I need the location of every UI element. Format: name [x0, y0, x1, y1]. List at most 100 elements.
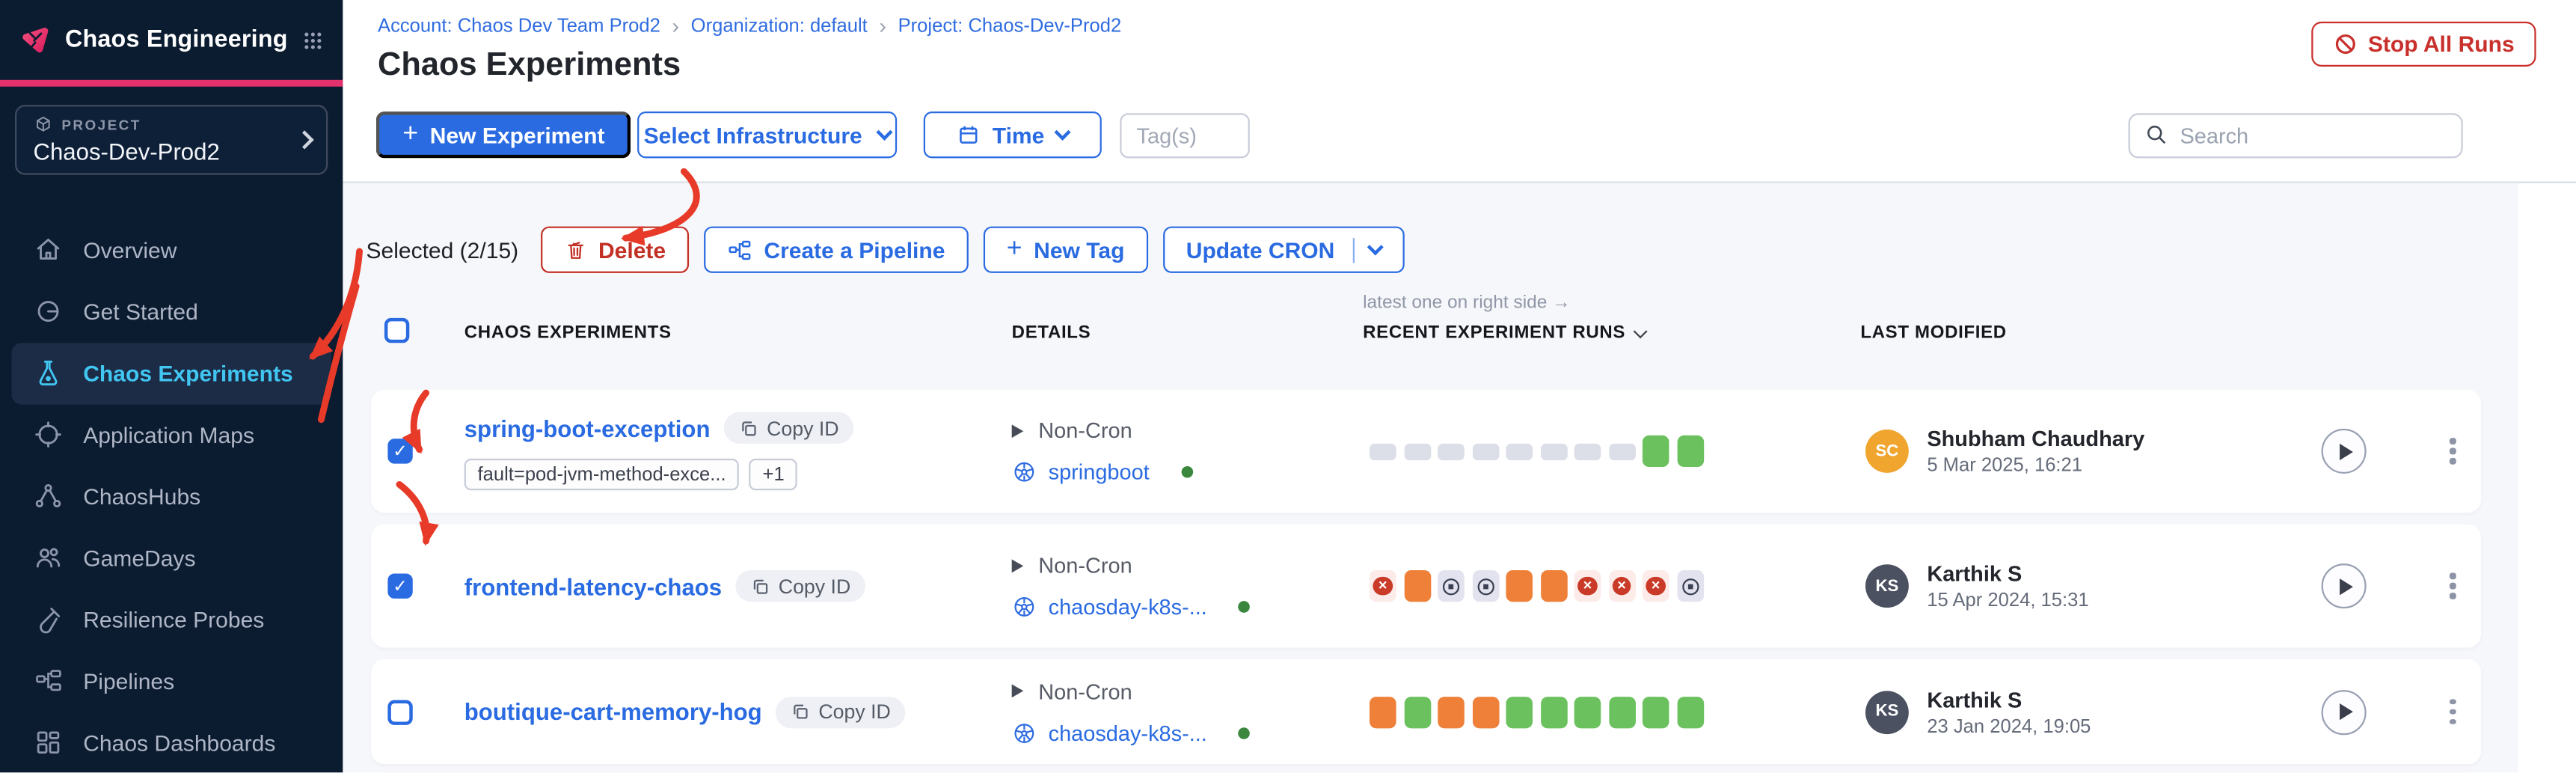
run-status-empty[interactable] — [1370, 442, 1396, 460]
breadcrumb-account-link[interactable]: Account: Chaos Dev Team Prod2 — [378, 16, 660, 37]
stop-all-runs-button[interactable]: Stop All Runs — [2311, 21, 2536, 67]
last-modified-cell: KS Karthik S 15 Apr 2024, 15:31 — [1865, 561, 2089, 611]
update-cron-button[interactable]: Update CRON — [1162, 226, 1405, 273]
row-menu-button[interactable] — [2441, 433, 2465, 469]
copy-id-button[interactable]: Copy ID — [723, 412, 854, 444]
run-status-warning[interactable] — [1370, 695, 1396, 728]
experiment-name-link[interactable]: frontend-latency-chaos — [464, 572, 723, 599]
run-status-warning[interactable] — [1506, 569, 1533, 602]
crosshair-icon — [33, 420, 63, 450]
run-status-stopped[interactable] — [1676, 569, 1704, 602]
divider — [1352, 237, 1355, 263]
select-infrastructure-dropdown[interactable]: Select Infrastructure — [637, 111, 898, 159]
experiment-name-link[interactable]: boutique-cart-memory-hog — [464, 698, 762, 725]
row-menu-button[interactable] — [2441, 694, 2465, 730]
tags-input[interactable] — [1120, 112, 1250, 158]
run-status-failed[interactable]: × — [1642, 569, 1669, 602]
experiment-rows: spring-boot-exception Copy ID fault=pod-… — [371, 389, 2482, 765]
stop-icon — [2335, 34, 2355, 54]
run-status-empty[interactable] — [1608, 442, 1635, 460]
cube-icon — [37, 115, 50, 131]
run-status-stopped[interactable] — [1471, 569, 1499, 602]
column-header-recent-runs[interactable]: RECENT EXPERIMENT RUNS — [1363, 323, 1647, 343]
column-header-last-modified: LAST MODIFIED — [1860, 323, 2007, 343]
infrastructure-link[interactable]: springboot — [1048, 459, 1150, 485]
run-status-passed[interactable] — [1506, 695, 1533, 728]
details-cell: Non-Cron chaosday-k8s-... — [1011, 553, 1251, 620]
run-status-empty[interactable] — [1438, 442, 1465, 460]
sidebar-item-gamedays[interactable]: GameDays — [12, 527, 331, 588]
project-selector[interactable]: PROJECT Chaos-Dev-Prod2 — [15, 104, 328, 174]
sidebar-item-resilience-probes[interactable]: Resilience Probes — [12, 588, 331, 650]
sidebar-item-pipelines[interactable]: Pipelines — [12, 650, 331, 712]
run-status-empty[interactable] — [1471, 442, 1499, 460]
sidebar-item-chaos-dashboards[interactable]: Chaos Dashboards — [12, 712, 331, 773]
delete-button[interactable]: Delete — [540, 226, 690, 273]
sidebar-item-chaos-experiments[interactable]: Chaos Experiments — [11, 342, 331, 404]
brand-underline — [0, 79, 343, 86]
module-grid-icon[interactable] — [303, 24, 323, 55]
run-status-empty[interactable] — [1506, 442, 1533, 460]
sidebar-item-application-maps[interactable]: Application Maps — [12, 404, 331, 465]
run-status-failed[interactable]: × — [1574, 569, 1601, 602]
infra-status-dot — [1180, 465, 1193, 478]
run-status-passed[interactable] — [1540, 695, 1567, 728]
pipeline-icon — [729, 239, 751, 260]
run-status-passed[interactable] — [1676, 695, 1704, 728]
row-menu-button[interactable] — [2441, 568, 2465, 605]
search-input[interactable] — [2180, 122, 2447, 147]
run-status-failed[interactable]: × — [1370, 569, 1396, 602]
time-filter-dropdown[interactable]: Time — [923, 111, 1102, 159]
table-row: spring-boot-exception Copy ID fault=pod-… — [371, 389, 2482, 513]
breadcrumb-project-link[interactable]: Project: Chaos-Dev-Prod2 — [898, 16, 1122, 37]
run-status-warning[interactable] — [1438, 695, 1465, 728]
run-status-warning[interactable] — [1471, 695, 1499, 728]
run-experiment-button[interactable] — [2321, 428, 2367, 474]
run-experiment-button[interactable] — [2321, 689, 2367, 735]
run-status-warning[interactable] — [1540, 569, 1567, 602]
new-experiment-button[interactable]: + New Experiment — [375, 111, 632, 159]
run-status-passed[interactable] — [1642, 695, 1669, 728]
experiment-name-link[interactable]: spring-boot-exception — [464, 414, 711, 442]
run-status-passed[interactable] — [1574, 695, 1601, 728]
row-checkbox[interactable] — [387, 699, 413, 724]
experiment-name-cell: boutique-cart-memory-hog Copy ID — [464, 695, 906, 728]
breadcrumb-organization-link[interactable]: Organization: default — [690, 16, 868, 37]
row-checkbox[interactable] — [387, 439, 413, 464]
run-status-warning[interactable] — [1403, 569, 1431, 602]
new-tag-button[interactable]: + New Tag — [983, 226, 1148, 273]
infrastructure-link[interactable]: chaosday-k8s-... — [1048, 720, 1207, 745]
select-all-checkbox[interactable] — [384, 317, 410, 343]
run-status-empty[interactable] — [1403, 442, 1431, 460]
tag-chip: +1 — [749, 458, 798, 491]
expand-icon[interactable] — [1011, 424, 1024, 438]
run-status-empty[interactable] — [1574, 442, 1601, 460]
run-status-passed[interactable] — [1403, 695, 1431, 728]
expand-icon[interactable] — [1011, 684, 1024, 698]
sidebar-item-overview[interactable]: Overview — [12, 219, 331, 281]
run-status-empty[interactable] — [1540, 442, 1567, 460]
sidebar-item-get-started[interactable]: Get Started — [12, 281, 331, 342]
run-status-passed[interactable] — [1642, 435, 1669, 468]
row-checkbox[interactable] — [387, 573, 413, 599]
infra-status-dot — [1239, 601, 1251, 613]
run-experiment-button[interactable] — [2321, 563, 2367, 609]
run-status-passed[interactable] — [1608, 695, 1635, 728]
copy-id-button[interactable]: Copy ID — [775, 695, 906, 728]
infrastructure-link[interactable]: chaosday-k8s-... — [1048, 594, 1207, 620]
run-status-failed[interactable]: × — [1608, 569, 1635, 602]
chevron-down-icon — [876, 123, 893, 140]
last-modified-cell: SC Shubham Chaudhary 5 Mar 2025, 16:21 — [1865, 427, 2144, 476]
modified-date: 15 Apr 2024, 15:31 — [1927, 590, 2089, 611]
recent-runs-cell: × × × × — [1370, 569, 1704, 602]
project-label: PROJECT — [61, 115, 141, 132]
infra-status-dot — [1239, 727, 1251, 739]
sidebar-item-chaoshubs[interactable]: ChaosHubs — [12, 465, 331, 527]
copy-icon — [741, 421, 756, 436]
expand-icon[interactable] — [1011, 558, 1024, 572]
selected-count-label: Selected (2/15) — [366, 237, 519, 263]
copy-id-button[interactable]: Copy ID — [735, 569, 866, 602]
run-status-passed[interactable] — [1676, 435, 1704, 468]
create-pipeline-button[interactable]: Create a Pipeline — [704, 226, 969, 273]
run-status-stopped[interactable] — [1438, 569, 1465, 602]
